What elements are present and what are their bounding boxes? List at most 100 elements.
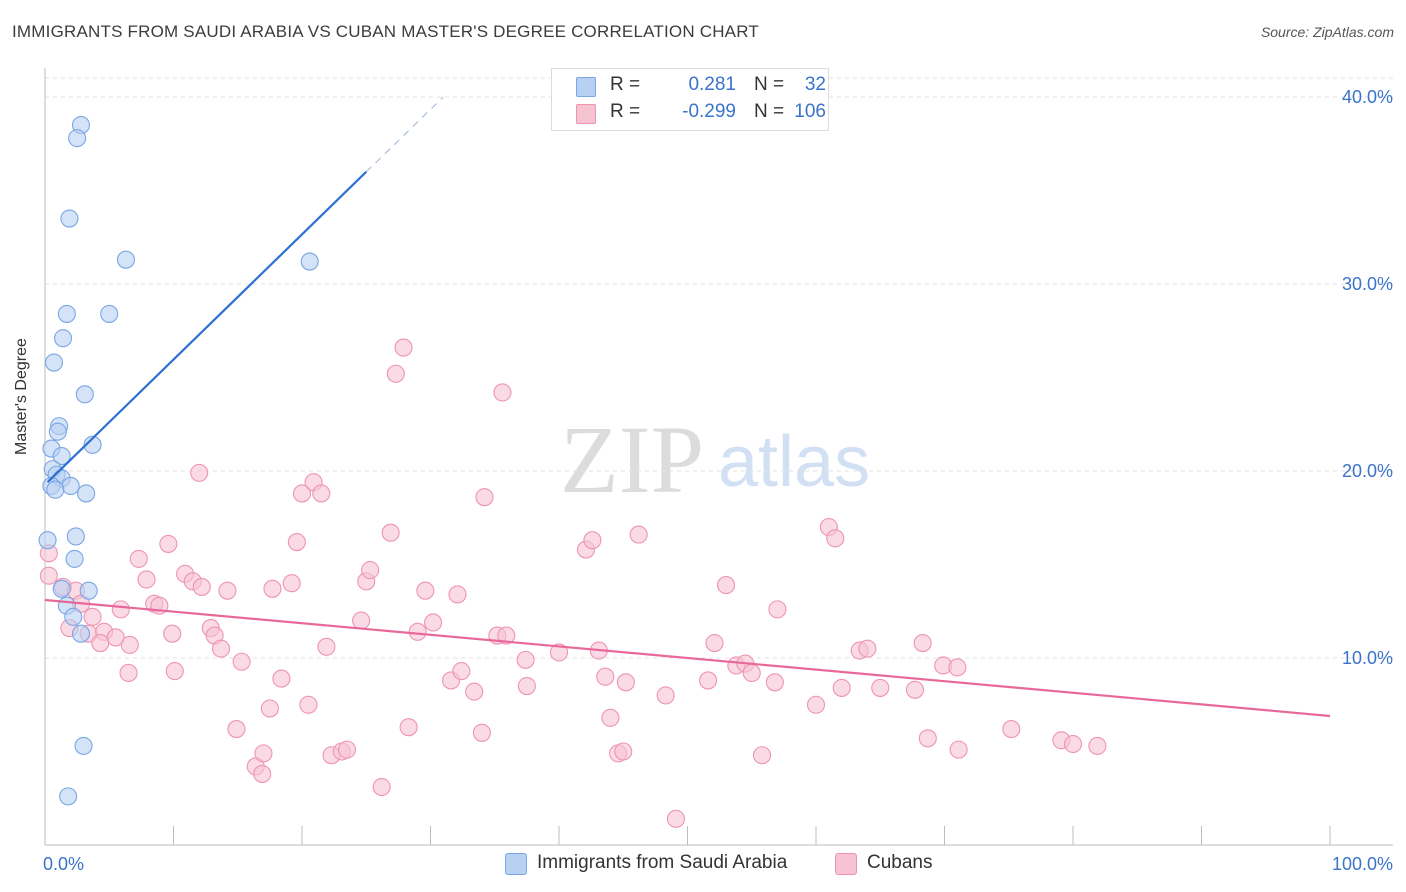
y-axis-label: Master's Degree (13, 338, 30, 455)
cubans-point (1088, 736, 1107, 755)
saudi-point (53, 329, 73, 348)
cubans-point (905, 680, 924, 699)
saudi-point (38, 531, 57, 550)
saudi-point (77, 484, 96, 503)
saudi-point (71, 624, 91, 643)
cubans-point (948, 658, 967, 677)
y-tick-label: 40.0% (1342, 87, 1393, 107)
saudi-trend-extension (365, 96, 444, 173)
legend-r-label: R = (610, 101, 641, 122)
x-tick-label-min: 0.0% (43, 854, 84, 874)
cubans-point (549, 643, 569, 662)
cubans-point (317, 637, 336, 656)
points-layer (38, 116, 1107, 828)
cubans-point (497, 626, 516, 645)
legend-swatch-saudi (576, 77, 596, 97)
saudi-point (83, 435, 102, 454)
cubans-point (806, 695, 826, 714)
cubans-point (282, 574, 301, 593)
cubans-point (699, 671, 718, 690)
cubans-point (918, 729, 937, 748)
cubans-point (448, 585, 467, 604)
cubans-point (165, 662, 184, 681)
saudi-point (66, 527, 85, 546)
cubans-point (629, 525, 648, 544)
cubans-point (163, 624, 182, 643)
cubans-point (386, 364, 405, 383)
cubans-point (232, 652, 251, 671)
cubans-point (263, 579, 282, 598)
cubans-point (119, 663, 138, 683)
saudi-point (46, 480, 65, 499)
cubans-point (394, 338, 413, 357)
legend-swatch-cubans (835, 853, 857, 875)
saudi-point (61, 476, 80, 496)
cubans-trend-line (44, 598, 1331, 718)
cubans-point (614, 742, 633, 761)
cubans-point (949, 740, 968, 759)
cubans-point (583, 531, 602, 550)
saudi-point (68, 129, 87, 148)
cubans-point (517, 676, 536, 696)
legend-n-value: 32 (804, 74, 826, 95)
cubans-point (752, 746, 772, 765)
saudi-trend-line (46, 171, 368, 484)
cubans-point (361, 561, 380, 580)
chart-title: IMMIGRANTS FROM SAUDI ARABIA VS CUBAN MA… (12, 22, 759, 41)
trend-layer (44, 96, 1331, 718)
cubans-point (39, 566, 58, 585)
cubans-point (381, 523, 400, 542)
cubans-point (832, 678, 851, 697)
saudi-point (59, 787, 78, 806)
legend-swatch-cubans (576, 104, 596, 124)
x-tick-label-max: 100.0% (1332, 854, 1393, 874)
y-tick-label: 10.0% (1342, 648, 1393, 668)
watermark-atlas: atlas (718, 422, 870, 502)
saudi-point (79, 581, 98, 600)
series-legend: Immigrants from Saudi Arabia Cubans (0, 850, 1406, 880)
cubans-point (424, 613, 443, 632)
cubans-point (260, 699, 279, 718)
cubans-point (871, 678, 890, 697)
cubans-point (253, 764, 272, 783)
legend-r-value: 0.281 (688, 74, 736, 95)
cubans-point (372, 777, 391, 797)
cubans-point (190, 463, 209, 482)
saudi-point (60, 209, 79, 228)
saudi-point (44, 353, 64, 372)
cubans-point (705, 633, 724, 653)
label-layer: 10.0% 20.0% 30.0% 40.0% 0.0% 100.0% (43, 87, 1393, 874)
saudi-point (65, 549, 84, 568)
legend-swatch-saudi (505, 853, 527, 875)
cubans-point (272, 669, 291, 688)
cubans-point (91, 633, 110, 653)
cubans-point (666, 809, 685, 828)
cubans-point (742, 663, 761, 683)
cubans-point (472, 723, 491, 742)
cubans-point (337, 740, 357, 759)
saudi-point (48, 422, 67, 441)
cubans-point (211, 639, 231, 658)
cubans-point (399, 718, 418, 737)
legend-n-value: 106 (794, 101, 826, 122)
legend-n-label: N = (754, 101, 785, 122)
cubans-point (465, 682, 484, 701)
cubans-point (137, 570, 156, 589)
cubans-point (352, 611, 371, 630)
cubans-point (312, 484, 331, 503)
cubans-point (218, 581, 237, 600)
saudi-point (57, 304, 76, 323)
cubans-point (299, 695, 318, 714)
cubans-point (292, 484, 312, 503)
legend-n-label: N = (754, 74, 785, 95)
cubans-point (656, 686, 675, 705)
cubans-point (516, 650, 535, 669)
cubans-point (408, 622, 427, 641)
source-label: Source: ZipAtlas.com (1260, 24, 1394, 40)
cubans-point (716, 576, 736, 595)
legend-label-cubans: Cubans (867, 852, 933, 873)
saudi-point (116, 250, 136, 269)
watermark-zip: ZIP (560, 406, 704, 513)
cubans-point (1002, 720, 1021, 739)
